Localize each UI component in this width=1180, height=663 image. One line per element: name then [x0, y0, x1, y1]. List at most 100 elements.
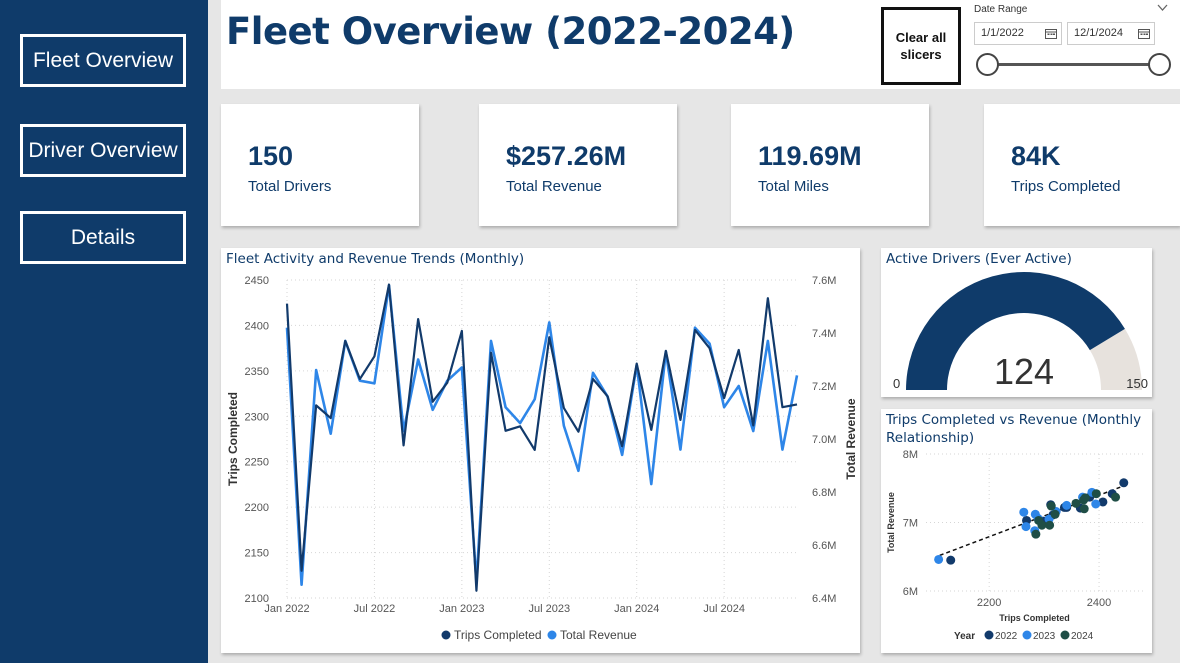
nav-fleet-overview-button[interactable]: Fleet Overview [20, 34, 186, 87]
scatter-point-2024 [1046, 501, 1056, 511]
x-axis-title: Trips Completed [999, 613, 1070, 623]
legend-title: Year [954, 631, 975, 642]
date-range-slicer-title: Date Range [974, 4, 1028, 15]
header: Fleet Overview (2022-2024) Clear all sli… [221, 0, 1180, 89]
kpi-card-total-miles: 119.69M Total Miles [731, 104, 929, 226]
y2-tick-label: 7.6M [812, 275, 836, 287]
scatter-point-2022 [946, 555, 956, 565]
chevron-down-icon[interactable] [1157, 4, 1168, 12]
kpi-value: 84K [1011, 141, 1061, 171]
page-title: Fleet Overview (2022-2024) [226, 10, 795, 53]
scatter-point-2024 [1045, 520, 1055, 530]
legend-marker-2024 [1060, 630, 1070, 640]
x-tick-label: Jul 2022 [354, 603, 396, 615]
kpi-card-trips-completed: 84K Trips Completed [984, 104, 1180, 226]
active-drivers-panel: Active Drivers (Ever Active) 124 0 150 [881, 248, 1152, 397]
x-tick-label: Jan 2023 [439, 603, 484, 615]
scatter-point-2022 [1119, 478, 1129, 488]
kpi-value: 150 [248, 141, 294, 171]
x-tick-label: Jul 2024 [703, 603, 745, 615]
x-tick-label: 2400 [1087, 597, 1111, 609]
legend-label: Trips Completed [454, 628, 542, 642]
kpi-label: Total Miles [758, 178, 829, 195]
end-date-value: 12/1/2024 [1074, 27, 1123, 39]
y-tick-label: 2200 [245, 502, 269, 514]
x-tick-label: 2200 [977, 597, 1001, 609]
end-date-input[interactable]: 12/1/2024 [1067, 22, 1155, 45]
trips-vs-revenue-panel: Trips Completed vs Revenue (Monthly Rela… [881, 409, 1152, 653]
scatter-point-2023 [934, 554, 944, 564]
legend-label: Total Revenue [560, 628, 637, 642]
x-tick-label: Jul 2023 [528, 603, 570, 615]
fleet-trends-line-chart[interactable]: 2100 2150 2200 2250 2300 2350 2400 2450 6.4M 6.6M… [221, 248, 860, 653]
scatter-point-2022 [1098, 497, 1108, 507]
x-tick-label: Jan 2024 [614, 603, 659, 615]
date-range-slider-track[interactable] [987, 63, 1159, 66]
legend-marker-trips [441, 630, 451, 640]
scatter-point-2024 [1034, 515, 1044, 525]
legend-label: 2022 [995, 631, 1018, 642]
gauge-max-label: 150 [1126, 376, 1148, 391]
kpi-value: $257.26M [506, 141, 627, 171]
kpi-card-total-drivers: 150 Total Drivers [221, 104, 419, 226]
scatter-point-2024 [1071, 498, 1081, 508]
scatter-point-2023 [1062, 500, 1072, 510]
clear-button-label-line2: slicers [900, 47, 942, 62]
gauge-value-arc [906, 272, 1125, 390]
y2-tick-label: 6.8M [812, 487, 836, 499]
calendar-icon[interactable] [1045, 28, 1057, 39]
legend-marker-2022 [984, 630, 994, 640]
y2-tick-label: 7.2M [812, 381, 836, 393]
y-tick-label: 2100 [245, 593, 269, 605]
nav-details-button[interactable]: Details [20, 211, 186, 264]
line-chart-title: Fleet Activity and Revenue Trends (Month… [226, 251, 525, 267]
scatter-point-2023 [1019, 507, 1029, 517]
y2-tick-label: 7.4M [812, 328, 836, 340]
kpi-card-total-revenue: $257.26M Total Revenue [479, 104, 677, 226]
scatter-point-2024 [1091, 489, 1101, 499]
legend-label: 2023 [1033, 631, 1056, 642]
legend-marker-2023 [1022, 630, 1032, 640]
scatter-point-2024 [1111, 492, 1121, 502]
legend-label: 2024 [1071, 631, 1094, 642]
nav-driver-overview-button[interactable]: Driver Overview [20, 124, 186, 177]
series-line-total-revenue [285, 283, 799, 587]
y-axis-title: Total Revenue [886, 492, 896, 553]
y-tick-label: 2300 [245, 411, 269, 423]
y-tick-label: 2450 [245, 275, 269, 287]
y2-tick-label: 6.6M [812, 540, 836, 552]
trips-vs-revenue-scatter[interactable]: 6M 7M 8M 2200 2400 Total Revenue Trips Complet… [881, 409, 1152, 653]
y-axis-title: Trips Completed [226, 392, 240, 486]
kpi-label: Total Revenue [506, 178, 602, 195]
calendar-icon[interactable] [1138, 28, 1150, 39]
y-tick-label: 2150 [245, 548, 269, 560]
scatter-title: Trips Completed vs Revenue (Monthly Rela… [886, 412, 1142, 446]
gauge-title: Active Drivers (Ever Active) [886, 251, 1072, 267]
scatter-point-2023 [1021, 522, 1031, 532]
y-tick-label: 6M [903, 586, 918, 598]
kpi-label: Total Drivers [248, 178, 332, 195]
legend-marker-revenue [547, 630, 557, 640]
x-tick-label: Jan 2022 [264, 603, 309, 615]
y-tick-label: 2400 [245, 320, 269, 332]
gauge-min-label: 0 [893, 376, 900, 391]
y2-tick-label: 7.0M [812, 434, 836, 446]
kpi-value: 119.69M [758, 141, 862, 171]
start-date-input[interactable]: 1/1/2022 [974, 22, 1062, 45]
date-range-start-handle[interactable] [976, 53, 999, 76]
scatter-point-2023 [1091, 499, 1101, 509]
kpi-label: Trips Completed [1011, 178, 1121, 195]
gauge-value-label: 124 [994, 351, 1054, 392]
y-tick-label: 7M [903, 518, 918, 530]
y-tick-label: 2250 [245, 457, 269, 469]
date-range-end-handle[interactable] [1148, 53, 1171, 76]
clear-slicers-button[interactable]: Clear all slicers [881, 7, 961, 85]
gauge-remaining-arc [1089, 328, 1142, 390]
y-tick-label: 2350 [245, 366, 269, 378]
y-tick-label: 8M [903, 449, 918, 461]
scatter-point-2024 [1080, 493, 1090, 503]
trend-line [939, 484, 1127, 557]
scatter-point-2024 [1050, 509, 1060, 519]
active-drivers-gauge[interactable]: 124 0 150 [881, 248, 1152, 397]
start-date-value: 1/1/2022 [981, 27, 1024, 39]
